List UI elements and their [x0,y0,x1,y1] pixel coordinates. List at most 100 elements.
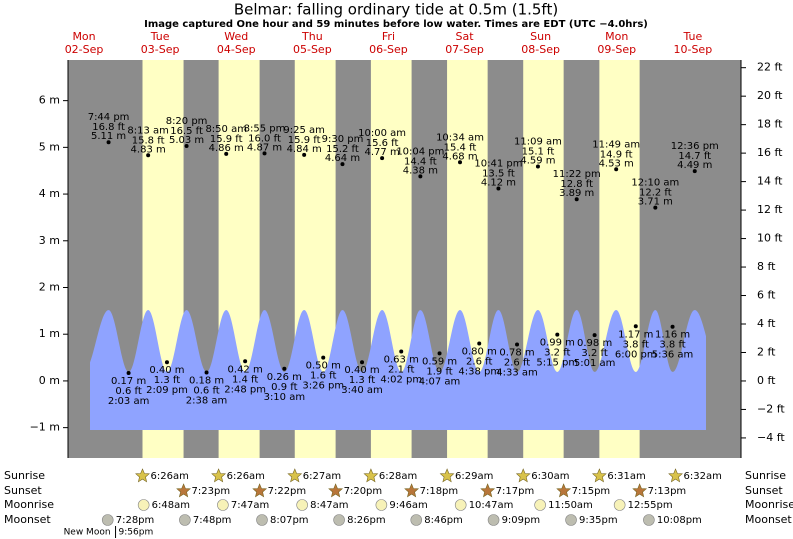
tide-wave [90,310,706,430]
tide-ft: 15.6 ft [366,138,399,149]
row-label: Moonset [745,513,792,526]
sunrise-icon [287,468,303,483]
tide-point [614,167,619,172]
sun-moon-time: 9:35pm [579,515,618,526]
tide-m: 0.17 m [111,376,146,387]
tide-ft: 3.8 ft [659,340,685,351]
tide-time: 2:48 pm [224,384,266,395]
sunset-icon [480,483,496,498]
sun-moon-time: 6:28am [379,471,417,482]
sun-moon-time: 8:46pm [424,515,463,526]
sunrise-icon [363,468,379,483]
sun-moon-time: 6:31am [607,471,645,482]
tide-ft: 1.6 ft [310,371,336,382]
sun-moon-time: 9:46am [389,500,427,511]
tide-m: 0.26 m [267,372,302,383]
sun-moon-time: 10:47am [469,500,514,511]
tide-ft: 12.8 ft [560,179,593,190]
y2-tick-label: 8 ft [757,260,776,273]
tide-point [418,174,423,179]
tide-time: 3:10 am [264,392,306,403]
tide-point [224,151,229,156]
sun-moon-time: 6:29am [455,471,493,482]
tide-time: 10:04 pm [396,146,444,157]
tide-time: 3:40 am [341,385,383,396]
tide-point [437,351,442,356]
moonset-icon [179,514,191,526]
y-tick-label: 4 m [39,187,60,200]
tide-ft: 3.2 ft [581,348,607,359]
chart-subtitle: Image captured One hour and 59 minutes b… [144,19,648,30]
tide-m: 3.71 m [638,197,673,208]
tide-ft: 0.6 ft [115,386,141,397]
tide-point [262,151,267,156]
sun-moon-time: 10:08pm [657,515,702,526]
tide-m: 0.40 m [149,365,184,376]
tide-time: 4:38 pm [458,367,500,378]
sunset-icon [632,483,648,498]
tide-point [164,360,169,365]
tide-time: 6:00 pm [615,349,657,360]
y2-tick-label: 22 ft [757,61,783,74]
tide-ft: 1.4 ft [232,374,258,385]
tide-time: 8:50 am [205,124,247,135]
tide-m: 4.68 m [442,151,477,162]
sun-moon-time: 6:30am [531,471,569,482]
day-weekday: Mon [605,30,628,43]
chart-title: Belmar: falling ordinary tide at 0.5m (1… [234,1,558,19]
tide-ft: 16.8 ft [92,122,125,133]
day-weekday: Thu [301,30,323,43]
sunrise-icon [439,468,455,483]
tide-point [204,370,209,375]
tide-time: 8:20 pm [166,116,208,127]
moonrise-icon [375,499,388,511]
tide-time: 12:36 pm [671,141,719,152]
tide-m: 0.59 m [422,356,457,367]
tide-m: 4.53 m [599,158,634,169]
tide-m: 4.87 m [247,142,282,153]
day-weekday: Mon [72,30,95,43]
tide-point [360,360,365,365]
day-date: 04-Sep [217,43,256,56]
tide-ft: 15.1 ft [522,147,555,158]
sun-moon-time: 8:07pm [270,515,309,526]
moon-phase-time: 9:56pm [119,528,154,538]
tide-ft: 16.0 ft [248,133,281,144]
tide-ft: 3.8 ft [623,339,649,350]
tide-time: 4:33 am [496,367,538,378]
day-date: 03-Sep [141,43,180,56]
sun-moon-time: 12:55pm [628,500,673,511]
sunset-icon [252,483,268,498]
tide-time: 9:25 am [283,125,325,136]
tide-point [653,205,658,210]
row-label: Sunrise [745,469,786,482]
tide-m: 0.50 m [306,361,341,372]
moonset-icon [487,514,500,526]
row-label: Moonrise [4,498,54,511]
tide-point [692,169,697,174]
tide-point [380,156,385,161]
tide-m: 4.64 m [325,153,360,164]
sun-moon-time: 7:48pm [193,515,232,526]
moonrise-icon [454,499,467,511]
tide-m: 4.12 m [481,177,516,188]
sun-moon-time: 6:27am [303,471,341,482]
sun-moon-time: 7:13pm [648,486,687,497]
tide-time: 2:03 am [108,396,150,407]
tide-ft: 1.3 ft [349,375,375,386]
tide-point [243,359,248,364]
tide-point [399,349,404,354]
y2-tick-label: 14 ft [757,175,783,188]
tide-point [302,152,307,157]
y-tick-label: 1 m [39,327,60,340]
tide-ft: 1.3 ft [154,375,180,386]
y-tick-label: 5 m [39,140,60,153]
tide-time: 2:38 am [186,396,228,407]
day-weekday: Wed [224,30,248,43]
tide-ft: 14.7 ft [678,151,711,162]
tide-time: 4:02 pm [380,374,422,385]
sun-moon-time: 6:48am [152,500,190,511]
tide-ft: 15.4 ft [444,142,477,153]
tide-ft: 2.1 ft [388,364,414,375]
